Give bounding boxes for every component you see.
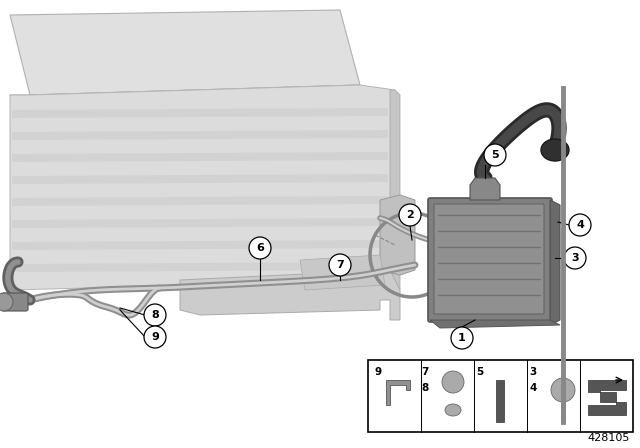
Text: 2: 2 (406, 210, 414, 220)
Circle shape (0, 293, 13, 311)
Polygon shape (12, 240, 388, 250)
Text: 7: 7 (336, 260, 344, 270)
Polygon shape (430, 320, 560, 328)
Polygon shape (12, 174, 388, 184)
Text: 3: 3 (571, 253, 579, 263)
Polygon shape (12, 262, 388, 272)
Text: 1: 1 (458, 333, 466, 343)
Text: 7: 7 (421, 367, 429, 377)
Polygon shape (550, 200, 560, 325)
Polygon shape (12, 108, 388, 118)
Polygon shape (10, 85, 390, 125)
FancyBboxPatch shape (428, 198, 552, 322)
Text: 8: 8 (151, 310, 159, 320)
Polygon shape (588, 380, 626, 415)
Text: 8: 8 (421, 383, 429, 393)
Circle shape (249, 237, 271, 259)
Text: 3: 3 (529, 367, 536, 377)
Polygon shape (12, 152, 388, 162)
Circle shape (144, 304, 166, 326)
Circle shape (569, 214, 591, 236)
Polygon shape (12, 218, 388, 228)
Circle shape (484, 144, 506, 166)
Text: 9: 9 (374, 367, 381, 377)
Polygon shape (300, 255, 385, 290)
Text: 4: 4 (576, 220, 584, 230)
Circle shape (399, 204, 421, 226)
Text: 9: 9 (151, 332, 159, 342)
Polygon shape (12, 196, 388, 206)
Circle shape (144, 326, 166, 348)
Circle shape (551, 378, 575, 402)
Circle shape (451, 327, 473, 349)
Circle shape (329, 254, 351, 276)
Ellipse shape (541, 139, 569, 161)
Polygon shape (12, 130, 388, 140)
Bar (368, 360, 633, 432)
Polygon shape (386, 380, 410, 405)
Text: 428105: 428105 (588, 433, 630, 443)
Polygon shape (380, 195, 415, 275)
Ellipse shape (445, 404, 461, 416)
Bar (496, 380, 504, 422)
Text: 6: 6 (256, 243, 264, 253)
Polygon shape (390, 90, 400, 290)
Circle shape (564, 247, 586, 269)
Polygon shape (470, 178, 500, 200)
Polygon shape (10, 85, 395, 290)
Ellipse shape (442, 371, 464, 393)
Polygon shape (10, 10, 360, 95)
Text: 4: 4 (529, 383, 537, 393)
FancyBboxPatch shape (434, 204, 544, 314)
Text: 5: 5 (491, 150, 499, 160)
FancyBboxPatch shape (2, 293, 28, 311)
Polygon shape (180, 270, 400, 320)
Text: 5: 5 (476, 367, 484, 377)
